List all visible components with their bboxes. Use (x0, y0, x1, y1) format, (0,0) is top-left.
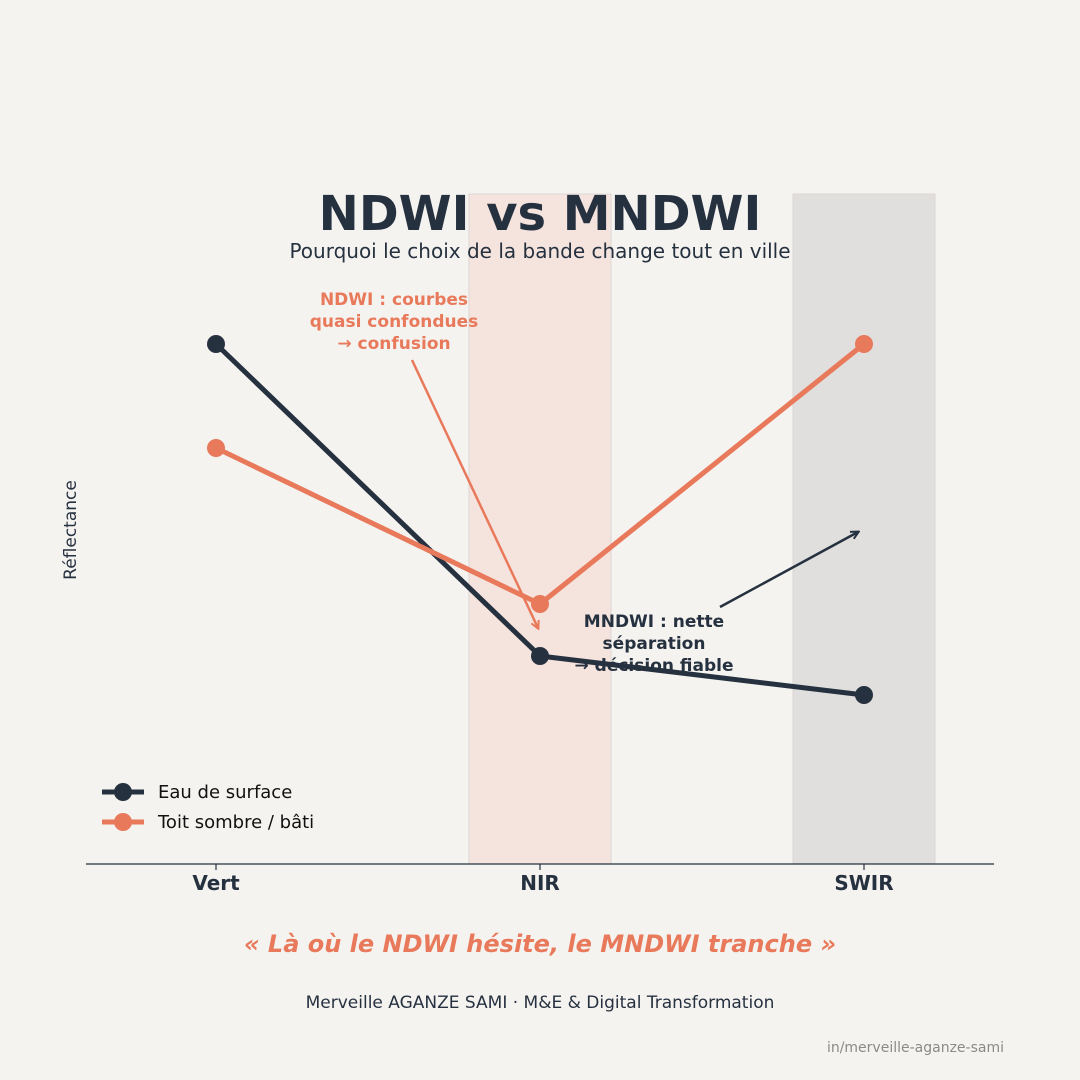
mndwi-annotation-line-1: séparation (603, 634, 706, 654)
mndwi-annotation-arrow (719, 532, 858, 609)
footer-author: Merveille AGANZE SAMI · M&E & Digital Tr… (305, 993, 775, 1013)
data-point-1-nir (531, 595, 549, 613)
x-tick-label-nir: NIR (520, 871, 560, 895)
ndwi-annotation-arrow (410, 359, 538, 628)
data-point-0-vert (207, 335, 225, 353)
x-tick-label-vert: Vert (192, 871, 240, 895)
legend: Eau de surface Toit sombre / bâti (102, 782, 314, 833)
x-tick-label-swir: SWIR (834, 871, 893, 895)
ndwi-annotation-line-2: → confusion (337, 334, 450, 354)
chart-title: NDWI vs MNDWI (319, 186, 762, 242)
legend-marker-1 (114, 813, 132, 831)
ndwi-annotation-line-0: NDWI : courbes (320, 290, 468, 310)
mndwi-annotation-line-0: MNDWI : nette (584, 612, 724, 632)
data-point-0-swir (855, 686, 873, 704)
chart-subtitle: Pourquoi le choix de la bande change tou… (289, 239, 790, 263)
mndwi-annotation-line-2: → décision fiable (574, 656, 733, 676)
footer-handle: in/merveille-aganze-sami (826, 1040, 1004, 1056)
data-point-1-vert (207, 439, 225, 457)
data-point-0-nir (531, 647, 549, 665)
legend-marker-0 (114, 783, 132, 801)
data-point-1-swir (855, 335, 873, 353)
y-axis-label: Réflectance (61, 480, 81, 580)
footer-quote: « Là où le NDWI hésite, le MNDWI tranche… (243, 930, 837, 958)
band-swir (792, 193, 936, 865)
legend-label-1: Toit sombre / bâti (157, 812, 314, 833)
legend-label-0: Eau de surface (158, 782, 292, 803)
ndwi-annotation-line-1: quasi confondues (310, 312, 479, 332)
